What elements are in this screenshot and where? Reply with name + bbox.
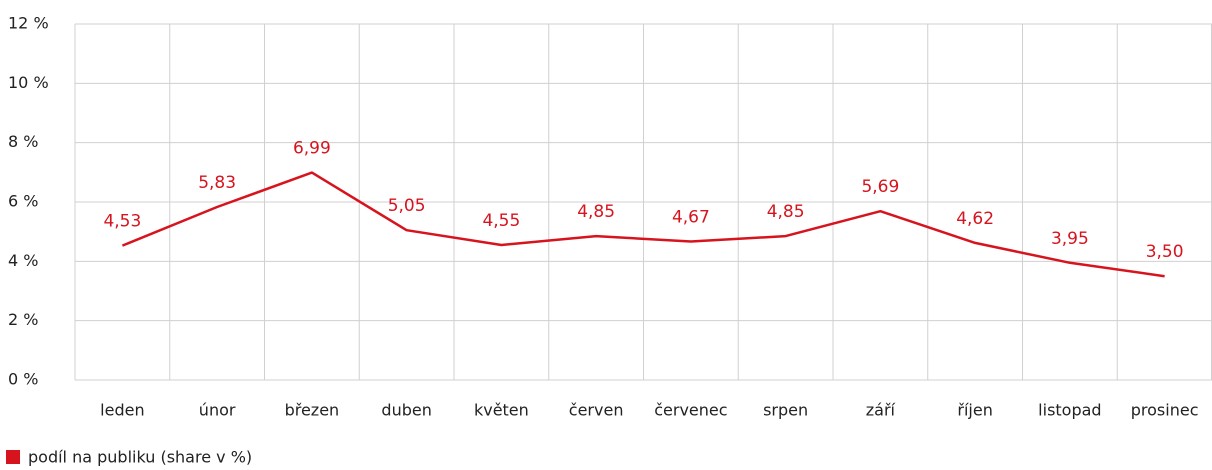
data-label: 4,85 <box>577 202 615 222</box>
y-tick-label: 0 % <box>8 370 38 389</box>
data-label: 4,85 <box>767 202 805 222</box>
x-tick-label: prosinec <box>1131 401 1199 420</box>
x-tick-label: listopad <box>1038 401 1101 420</box>
x-tick-label: duben <box>381 401 431 420</box>
line <box>121 171 1165 278</box>
x-tick-label: leden <box>100 401 144 420</box>
legend-swatch <box>6 450 20 464</box>
y-tick-label: 8 % <box>8 132 38 151</box>
data-label: 4,53 <box>103 212 141 232</box>
x-tick-label: srpen <box>763 401 808 420</box>
y-tick-label: 12 % <box>8 14 49 33</box>
y-tick-label: 6 % <box>8 192 38 211</box>
y-tick-label: 2 % <box>8 310 38 329</box>
x-tick-label: září <box>866 401 896 420</box>
y-tick-label: 4 % <box>8 251 38 270</box>
x-tick-label: březen <box>285 401 340 420</box>
x-tick-label: červen <box>569 401 624 420</box>
data-label: 4,55 <box>482 211 520 231</box>
data-label: 3,95 <box>1051 229 1089 249</box>
x-tick-label: říjen <box>957 401 992 420</box>
data-label: 4,62 <box>956 209 994 229</box>
data-label: 5,83 <box>198 173 236 193</box>
data-label: 4,67 <box>672 207 710 227</box>
x-tick-label: červenec <box>654 401 727 420</box>
data-label: 3,50 <box>1146 242 1184 262</box>
legend-label: podíl na publiku (share v %) <box>28 448 252 467</box>
data-label: 5,05 <box>388 196 426 216</box>
y-tick-label: 10 % <box>8 73 49 92</box>
data-label: 5,69 <box>861 177 899 197</box>
x-tick-label: únor <box>199 401 236 420</box>
x-tick-label: květen <box>474 401 529 420</box>
data-label: 6,99 <box>293 139 331 159</box>
